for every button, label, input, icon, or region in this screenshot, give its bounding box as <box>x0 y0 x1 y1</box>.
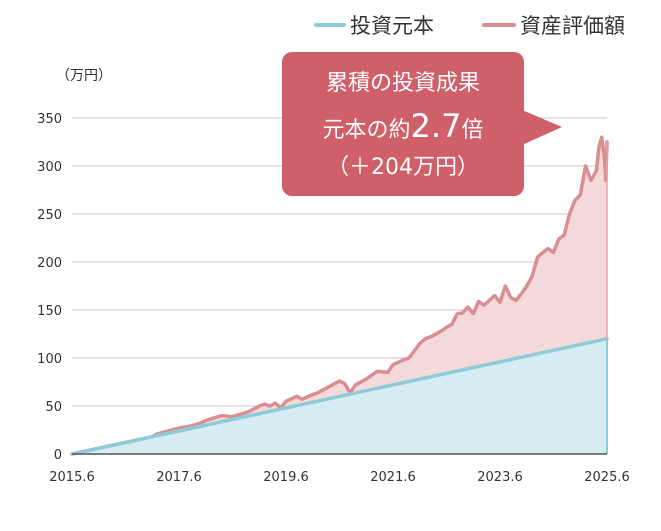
series-lines <box>70 135 609 456</box>
callout: 累積の投資成果 元本の約2.7倍 （＋204万円） <box>282 52 562 196</box>
legend-label-asset-value: 資産評価額 <box>520 14 625 38</box>
callout-prefix: 元本の約 <box>323 118 411 143</box>
y-tick-label: 200 <box>37 256 62 271</box>
callout-line-3: （＋204万円） <box>327 155 479 180</box>
y-tick-label: 0 <box>54 448 62 463</box>
line-principal <box>70 337 609 456</box>
y-tick-label: 250 <box>37 208 62 223</box>
x-tick-label: 2023.6 <box>477 470 523 485</box>
callout-pointer <box>522 110 562 145</box>
y-tick-label: 150 <box>37 304 62 319</box>
callout-box <box>282 52 524 196</box>
legend: 投資元本 資産評価額 <box>314 14 625 38</box>
y-axis-unit-label: （万円） <box>56 68 112 84</box>
x-tick-label: 2025.6 <box>584 470 630 485</box>
line-asset-value <box>70 135 609 456</box>
x-tick-label: 2019.6 <box>263 470 309 485</box>
y-tick-label: 350 <box>37 112 62 127</box>
y-tick-label: 100 <box>37 352 62 367</box>
callout-suffix: 倍 <box>461 118 483 143</box>
y-tick-labels: 0 50 100 150 200 250 300 350 <box>37 112 62 463</box>
callout-line-1: 累積の投資成果 <box>326 71 480 96</box>
y-tick-label: 300 <box>37 160 62 175</box>
x-tick-labels: 2015.6 2017.6 2019.6 2021.6 2023.6 2025.6 <box>49 470 630 485</box>
legend-label-principal: 投資元本 <box>350 14 434 38</box>
x-tick-label: 2021.6 <box>370 470 416 485</box>
x-tick-label: 2017.6 <box>156 470 202 485</box>
y-tick-label: 50 <box>45 400 62 415</box>
callout-line-2: 元本の約2.7倍 <box>323 107 484 145</box>
callout-multiplier: 2.7 <box>411 107 462 145</box>
x-tick-label: 2015.6 <box>49 470 95 485</box>
